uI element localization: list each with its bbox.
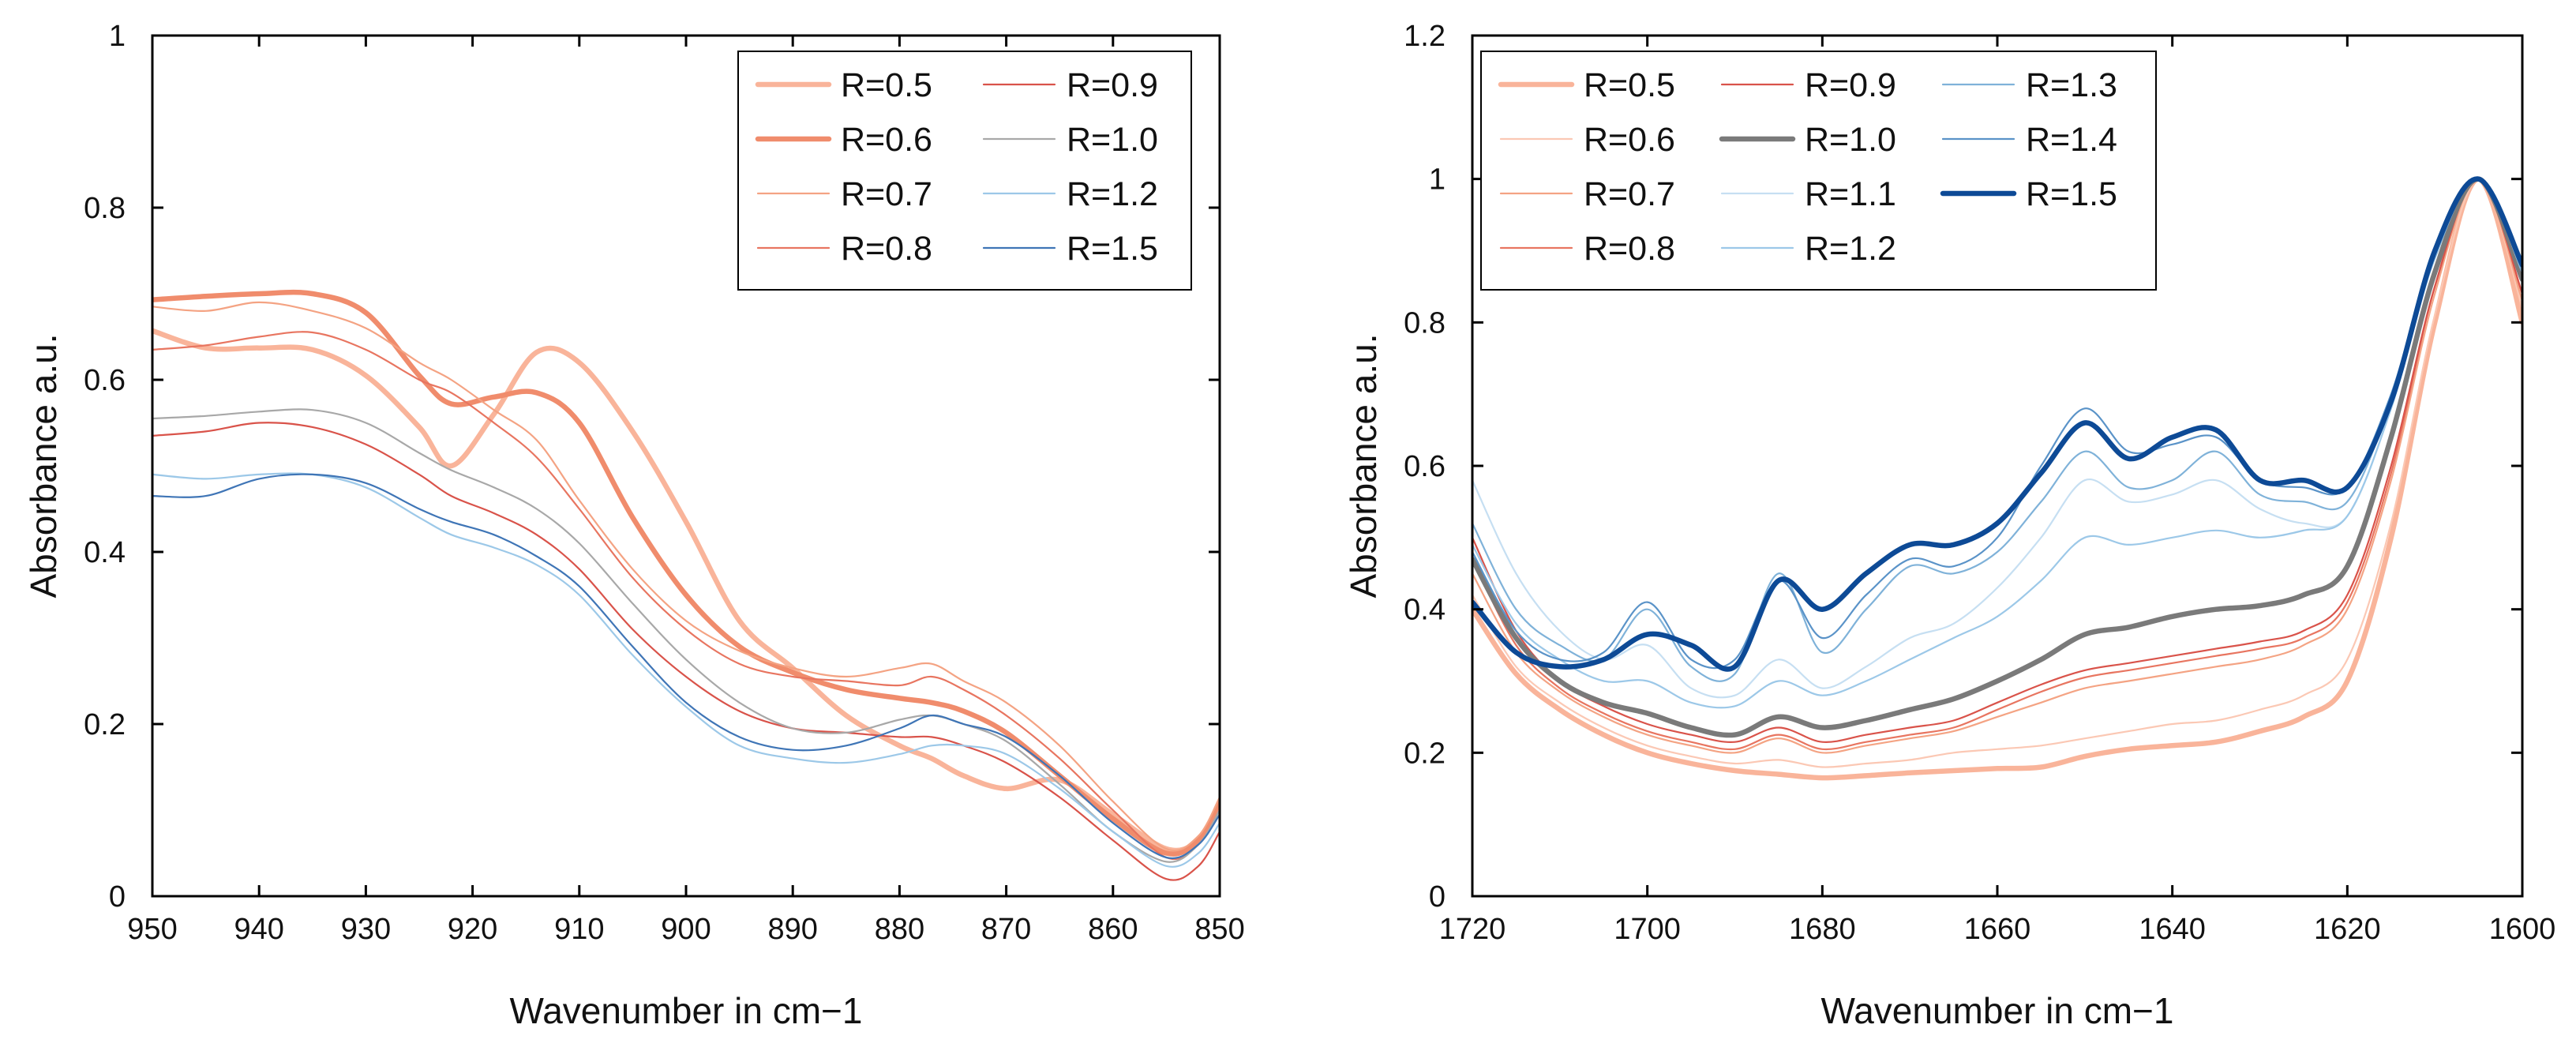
series-line-r-0-5	[152, 328, 1220, 854]
y-tick-label: 0.4	[1404, 594, 1445, 627]
x-tick-label: 940	[234, 913, 283, 946]
series-lines	[1472, 176, 2522, 781]
legend-label-r-0-9: R=0.9	[1067, 66, 1158, 104]
y-tick-label: 0.6	[1404, 450, 1445, 483]
series-line-r-0-9	[152, 422, 1220, 881]
y-axis-title: Absorbance a.u.	[1343, 333, 1384, 598]
x-tick-label: 880	[875, 913, 924, 946]
series-line-r-0-6	[152, 289, 1220, 857]
legend-label-r-0-5: R=0.5	[1584, 66, 1675, 104]
x-tick-label: 870	[981, 913, 1031, 946]
y-tick-label: 0.2	[1404, 737, 1445, 770]
y-tick-label: 0	[1429, 880, 1445, 914]
y-tick-label: 0	[109, 880, 126, 914]
x-tick-label: 1720	[1439, 913, 1506, 946]
legend-label-r-1-2: R=1.2	[1067, 175, 1158, 213]
x-tick-label: 930	[341, 913, 391, 946]
x-tick-label: 860	[1088, 913, 1138, 946]
series-line-r-0-9	[1472, 178, 2522, 743]
series-line-r-0-7	[152, 301, 1220, 852]
series-line-r-0-6	[1472, 178, 2522, 768]
chart-panel-left: 950 940 930 920 910 900 890 880 870 860 850 0 0.2 0.4…	[23, 20, 1245, 1031]
series-line-r-1-5	[1472, 176, 2522, 672]
legend-box	[1480, 51, 2157, 291]
y-tick-label: 1	[1429, 163, 1445, 197]
x-tick-label: 1680	[1789, 913, 1856, 946]
series-line-r-0-5	[1472, 176, 2522, 781]
chart-panel-right: 1720 1700 1680 1660 1640 1620 1600 0 0.2 0.4 0.6 0.…	[1343, 20, 2555, 1031]
legend-label-r-0-8: R=0.8	[1584, 230, 1675, 268]
x-axis-title: Wavenumber in cm−1	[1821, 990, 2174, 1031]
y-tick-label: 0.8	[1404, 306, 1445, 340]
x-tick-label: 920	[448, 913, 497, 946]
legend-label-r-0-8: R=0.8	[841, 230, 932, 268]
legend: R=0.5 R=0.6 R=0.7 R=0.8 R=0.9 R=1.0 R=1.1 R=1.2…	[1480, 51, 2157, 291]
x-tick-label: 1620	[2314, 913, 2381, 946]
legend-label-r-1-4: R=1.4	[2026, 121, 2117, 159]
series-line-r-1-0	[152, 408, 1220, 863]
legend-label-r-0-7: R=0.7	[841, 175, 932, 213]
x-axis-title: Wavenumber in cm−1	[510, 990, 863, 1031]
legend-label-r-0-6: R=0.6	[1584, 121, 1675, 159]
y-axis-title: Absorbance a.u.	[23, 333, 64, 598]
series-line-r-1-0	[1472, 176, 2522, 738]
series-line-r-1-2	[152, 472, 1220, 868]
legend-label-r-1-5: R=1.5	[1067, 230, 1158, 268]
legend-label-r-0-5: R=0.5	[841, 66, 932, 104]
series-line-r-1-5	[152, 473, 1220, 860]
legend-box	[737, 51, 1192, 291]
y-tick-label: 0.8	[84, 192, 126, 225]
y-tick-label: 0.2	[84, 708, 126, 741]
x-tick-label: 890	[767, 913, 817, 946]
legend-label-r-1-0: R=1.0	[1067, 121, 1158, 159]
legend-label-r-1-5: R=1.5	[2026, 175, 2117, 213]
legend-label-r-0-7: R=0.7	[1584, 175, 1675, 213]
y-tick-label: 0.6	[84, 364, 126, 397]
x-tick-label: 1660	[1964, 913, 2031, 946]
legend-label-r-0-9: R=0.9	[1805, 66, 1896, 104]
legend-label-r-1-0: R=1.0	[1805, 121, 1896, 159]
series-lines	[152, 289, 1220, 881]
x-tick-label: 850	[1194, 913, 1244, 946]
legend-label-r-0-6: R=0.6	[841, 121, 932, 159]
y-tick-label: 1.2	[1404, 20, 1445, 53]
legend-label-r-1-1: R=1.1	[1805, 175, 1896, 213]
x-tick-label: 1600	[2489, 913, 2556, 946]
legend: R=0.5 R=0.6 R=0.7 R=0.8 R=0.9 R=1.0 R=1.2 R=1.5	[737, 51, 1192, 291]
series-line-r-0-8	[152, 331, 1220, 860]
y-tick-label: 1	[109, 20, 126, 53]
legend-label-r-1-2: R=1.2	[1805, 230, 1896, 268]
x-tick-label: 1700	[1614, 913, 1681, 946]
x-tick-label: 950	[127, 913, 177, 946]
x-tick-label: 910	[554, 913, 604, 946]
series-line-r-0-7	[1472, 178, 2522, 754]
legend-label-r-1-3: R=1.3	[2026, 66, 2117, 104]
x-tick-label: 900	[661, 913, 711, 946]
x-tick-label: 1640	[2139, 913, 2206, 946]
y-tick-label: 0.4	[84, 536, 126, 569]
series-line-r-0-8	[1472, 178, 2522, 751]
